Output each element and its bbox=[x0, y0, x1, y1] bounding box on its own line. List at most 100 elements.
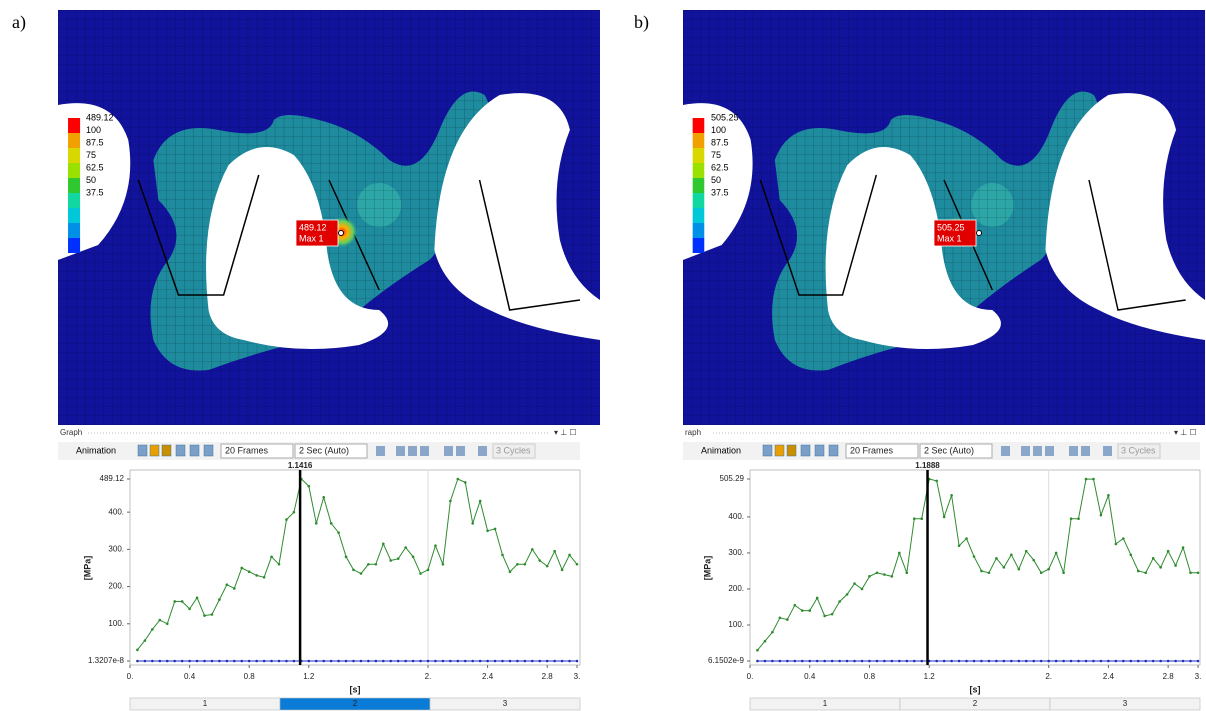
data-point bbox=[195, 659, 199, 663]
legend-swatch bbox=[68, 118, 81, 133]
toolbar-button[interactable] bbox=[774, 444, 785, 457]
data-point bbox=[1092, 659, 1095, 663]
data-point bbox=[1062, 659, 1065, 663]
cycles-select[interactable] bbox=[1117, 443, 1161, 459]
y-tick-label: 300. bbox=[728, 548, 744, 557]
data-point bbox=[793, 659, 797, 663]
frames-select[interactable] bbox=[220, 443, 294, 459]
toolbar-button[interactable] bbox=[478, 446, 487, 456]
toolbar-button[interactable] bbox=[1033, 446, 1042, 456]
data-point bbox=[1159, 659, 1162, 663]
data-point bbox=[337, 531, 340, 534]
toolbar-button[interactable] bbox=[1069, 446, 1078, 456]
data-point bbox=[920, 517, 924, 521]
x-tick-label: 2. bbox=[1045, 672, 1052, 681]
data-point bbox=[396, 557, 400, 560]
toolbar-button[interactable] bbox=[1021, 446, 1030, 456]
data-point bbox=[1047, 567, 1050, 571]
graph-header: Graph bbox=[60, 428, 82, 437]
probe-label: Max 1 bbox=[937, 233, 962, 243]
data-point bbox=[158, 618, 162, 622]
data-point bbox=[912, 517, 916, 521]
toolbar-button[interactable] bbox=[161, 444, 172, 457]
data-point bbox=[374, 659, 378, 663]
legend-swatch bbox=[68, 223, 81, 238]
toolbar-button[interactable] bbox=[189, 444, 200, 457]
data-point bbox=[180, 600, 184, 603]
data-point bbox=[890, 575, 894, 578]
data-point bbox=[419, 572, 422, 575]
data-point bbox=[1151, 659, 1155, 663]
timeline-segment[interactable] bbox=[1049, 697, 1201, 711]
probe-value: 489.12 bbox=[299, 222, 327, 232]
data-point bbox=[987, 571, 991, 575]
legend-swatch bbox=[692, 133, 705, 148]
toolbar-button[interactable] bbox=[376, 446, 385, 456]
legend-label: 37.5 bbox=[86, 187, 104, 197]
frames-select[interactable] bbox=[845, 443, 919, 459]
data-point bbox=[1062, 571, 1065, 575]
toolbar-button[interactable] bbox=[1103, 446, 1112, 456]
toolbar-button[interactable] bbox=[828, 444, 839, 457]
data-point bbox=[890, 659, 894, 663]
toolbar-button[interactable] bbox=[203, 444, 214, 457]
data-point bbox=[247, 570, 251, 573]
toolbar-button[interactable] bbox=[456, 446, 465, 456]
data-point bbox=[800, 609, 804, 612]
data-point bbox=[1002, 566, 1006, 569]
data-point bbox=[344, 555, 348, 559]
data-point bbox=[1010, 553, 1013, 557]
data-point bbox=[531, 659, 534, 663]
data-point bbox=[233, 587, 236, 590]
toolbar-button[interactable] bbox=[420, 446, 429, 456]
cycles-select[interactable] bbox=[492, 443, 536, 459]
data-point bbox=[815, 596, 819, 600]
data-point bbox=[1024, 659, 1028, 663]
timeline-label: 2 bbox=[353, 699, 358, 708]
data-point bbox=[441, 562, 445, 566]
frames-label: 20 Frames bbox=[225, 445, 269, 455]
animation-label: Animation bbox=[76, 445, 116, 455]
data-point bbox=[942, 515, 946, 519]
data-point bbox=[255, 659, 258, 663]
data-point bbox=[1174, 659, 1177, 663]
timeline-label: 3 bbox=[503, 699, 508, 708]
data-point bbox=[1107, 494, 1110, 497]
duration-select[interactable] bbox=[294, 443, 368, 459]
toolbar-button[interactable] bbox=[1001, 446, 1010, 456]
x-tick-label: 0. bbox=[747, 672, 754, 681]
data-point bbox=[800, 659, 804, 663]
data-point bbox=[898, 551, 901, 555]
data-point bbox=[778, 616, 782, 620]
toolbar-button[interactable] bbox=[762, 444, 773, 457]
x-tick-label: 0. bbox=[127, 672, 134, 681]
data-point bbox=[1174, 564, 1177, 567]
toolbar-button[interactable] bbox=[149, 444, 160, 457]
toolbar-button[interactable] bbox=[396, 446, 405, 456]
legend-swatch bbox=[692, 148, 705, 163]
data-point bbox=[314, 659, 318, 663]
legend-swatch bbox=[68, 163, 81, 178]
data-point bbox=[987, 659, 991, 663]
data-point bbox=[853, 582, 856, 585]
data-point bbox=[838, 600, 841, 603]
toolbar-button[interactable] bbox=[1081, 446, 1090, 456]
timeline-segment[interactable] bbox=[429, 697, 581, 711]
toolbar-button[interactable] bbox=[175, 444, 186, 457]
data-point bbox=[808, 659, 812, 663]
toolbar-button[interactable] bbox=[1045, 446, 1054, 456]
toolbar-button[interactable] bbox=[444, 446, 453, 456]
data-point bbox=[995, 557, 998, 560]
duration-select[interactable] bbox=[919, 443, 993, 459]
toolbar-button[interactable] bbox=[786, 444, 797, 457]
toolbar-button[interactable] bbox=[800, 444, 811, 457]
toolbar-button[interactable] bbox=[814, 444, 825, 457]
x-tick-label: 1.2 bbox=[303, 672, 315, 681]
data-point bbox=[434, 544, 437, 547]
toolbar-button[interactable] bbox=[408, 446, 417, 456]
data-point bbox=[292, 659, 296, 663]
data-point bbox=[262, 575, 266, 579]
y-tick-label: 400. bbox=[108, 507, 124, 516]
toolbar-button[interactable] bbox=[137, 444, 148, 457]
data-point bbox=[771, 659, 774, 663]
